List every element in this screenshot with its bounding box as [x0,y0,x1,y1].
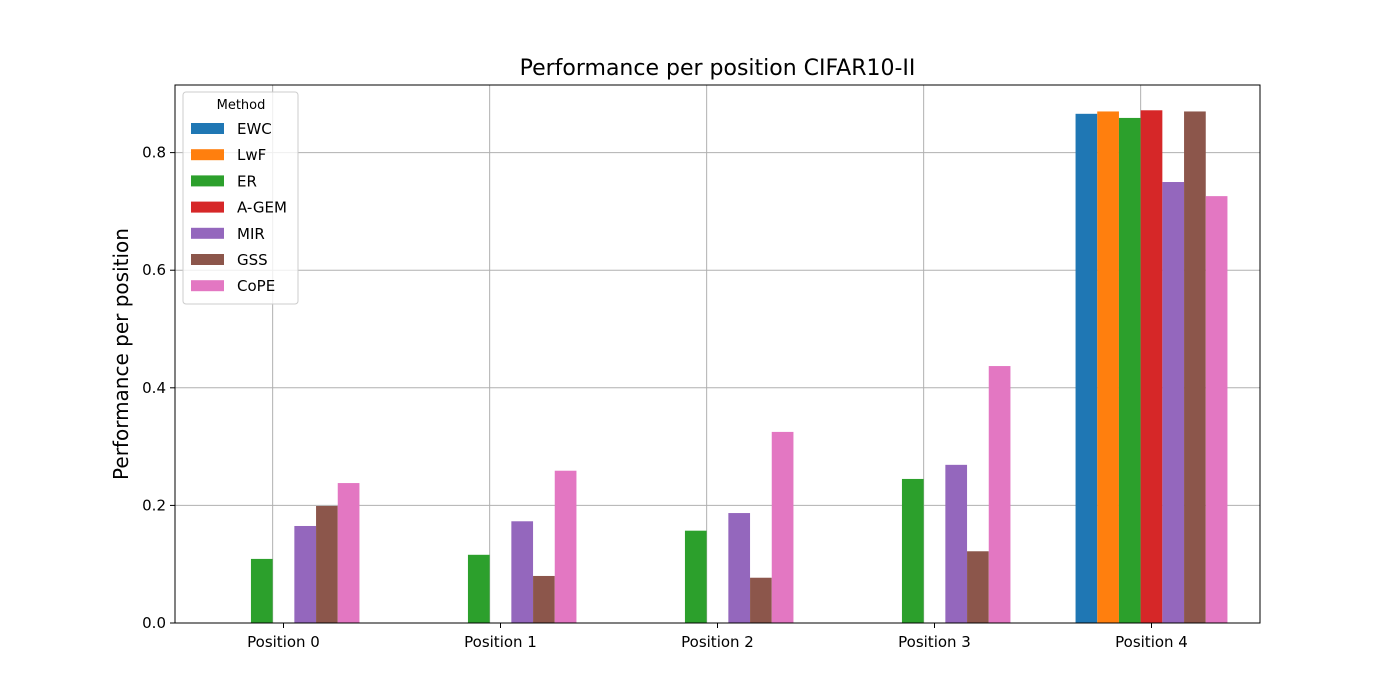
bar-gss-2 [750,577,772,623]
y-tick-label: 0.6 [142,261,166,279]
bar-mir-2 [728,513,751,623]
bar-a-gem-4 [1140,110,1163,623]
bar-cope-1 [554,470,577,623]
legend-swatch-mir [191,227,224,239]
bar-lwf-4 [1097,111,1119,623]
x-tick-label: Position 2 [681,633,754,651]
bar-er-2 [684,530,707,623]
legend-swatch-er [191,175,224,187]
legend-label-gss: GSS [237,251,268,269]
bar-cope-3 [988,366,1011,623]
x-tick-label: Position 3 [898,633,971,651]
bar-cope-2 [771,431,794,623]
bar-cope-0 [337,483,360,623]
bar-gss-3 [967,551,989,623]
bar-er-4 [1118,117,1141,624]
legend-label-cope: CoPE [237,277,275,295]
legend-swatch-gss [191,254,224,265]
y-axis-label: Performance per position [109,228,133,480]
bar-mir-0 [294,525,317,623]
bar-er-0 [250,558,273,623]
x-tick-label: Position 0 [247,633,320,651]
legend-box [182,91,299,305]
bar-er-1 [467,554,490,623]
legend-swatch-ewc [191,123,224,134]
x-tick-label: Position 1 [464,633,537,651]
legend-label-mir: MIR [237,225,265,243]
bar-gss-4 [1184,111,1206,623]
bar-mir-4 [1162,182,1185,623]
y-tick-label: 0.8 [142,144,166,162]
bar-er-3 [901,478,924,623]
legend-label-er: ER [237,172,257,190]
bar-gss-0 [316,505,338,623]
bar-mir-3 [945,464,968,623]
legend-swatch-a-gem [191,201,224,213]
legend-label-ewc: EWC [237,120,272,138]
chart-title: Performance per position CIFAR10-II [520,56,916,81]
x-tick-label: Position 4 [1115,633,1188,651]
legend-swatch-lwf [191,149,224,161]
ticks-layer: 0.0 0.2 0.4 0.6 0.8 Position 0 Position 1 Posit… [142,144,1188,651]
bar-cope-4 [1205,196,1228,623]
legend-swatch-cope [191,280,224,292]
bar-gss-1 [533,575,555,623]
bars-layer [250,110,1228,624]
legend-title: Method [217,98,266,113]
bar-mir-1 [511,521,534,623]
y-tick-label: 0.4 [142,379,166,397]
bar-ewc-4 [1075,113,1098,624]
legend-label-a-gem: A-GEM [237,199,287,217]
y-tick-label: 0.2 [142,496,166,514]
legend: Method EWC LwF ER A-GEM MIR GSS CoPE [182,91,299,305]
y-tick-label: 0.0 [142,614,166,632]
legend-label-lwf: LwF [237,146,266,164]
